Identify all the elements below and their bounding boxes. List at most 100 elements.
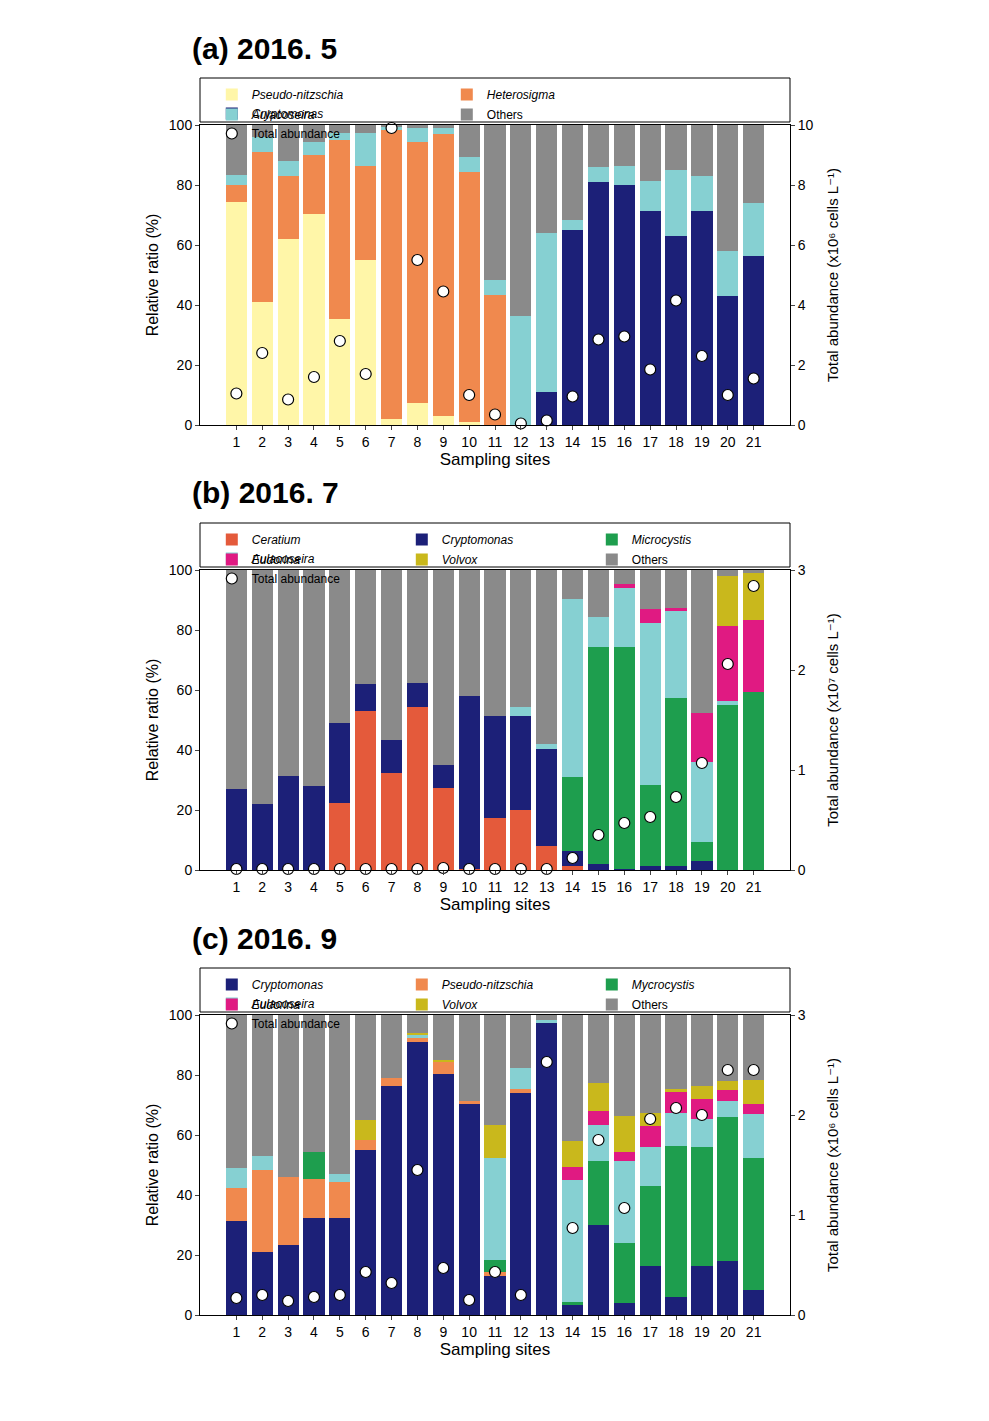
svg-text:9: 9 bbox=[439, 434, 447, 450]
svg-text:6: 6 bbox=[798, 237, 806, 253]
svg-text:16: 16 bbox=[617, 434, 633, 450]
svg-text:Eudorina: Eudorina bbox=[252, 998, 300, 1012]
svg-text:14: 14 bbox=[565, 434, 581, 450]
svg-text:6: 6 bbox=[362, 879, 370, 895]
svg-text:1: 1 bbox=[232, 1324, 240, 1340]
svg-text:14: 14 bbox=[565, 879, 581, 895]
svg-text:16: 16 bbox=[617, 879, 633, 895]
svg-text:3: 3 bbox=[798, 562, 806, 578]
svg-text:21: 21 bbox=[746, 879, 762, 895]
svg-text:2: 2 bbox=[258, 1324, 266, 1340]
svg-text:15: 15 bbox=[591, 879, 607, 895]
svg-text:6: 6 bbox=[362, 434, 370, 450]
svg-text:Total abundance (x10⁶ cells L⁻: Total abundance (x10⁶ cells L⁻¹) bbox=[824, 168, 841, 382]
svg-text:Pseudo-nitzschia: Pseudo-nitzschia bbox=[252, 88, 344, 102]
svg-text:20: 20 bbox=[177, 357, 193, 373]
svg-text:2: 2 bbox=[798, 662, 806, 678]
svg-text:Total abundance (x10⁶ cells L⁻: Total abundance (x10⁶ cells L⁻¹) bbox=[824, 1058, 841, 1272]
svg-text:80: 80 bbox=[177, 622, 193, 638]
svg-text:7: 7 bbox=[388, 879, 396, 895]
svg-text:(a) 2016. 5: (a) 2016. 5 bbox=[192, 32, 337, 65]
svg-text:0: 0 bbox=[184, 1307, 192, 1323]
svg-text:Total abundance (x10⁷ cells L⁻: Total abundance (x10⁷ cells L⁻¹) bbox=[824, 613, 841, 826]
svg-text:2: 2 bbox=[258, 879, 266, 895]
svg-text:100: 100 bbox=[169, 1007, 193, 1023]
svg-text:5: 5 bbox=[336, 1324, 344, 1340]
svg-text:Eudorina: Eudorina bbox=[252, 553, 300, 567]
svg-text:5: 5 bbox=[336, 879, 344, 895]
svg-text:12: 12 bbox=[513, 434, 529, 450]
svg-text:21: 21 bbox=[746, 1324, 762, 1340]
svg-text:80: 80 bbox=[177, 1067, 193, 1083]
svg-text:19: 19 bbox=[694, 1324, 710, 1340]
svg-text:Total abundance: Total abundance bbox=[252, 572, 340, 586]
svg-text:Sampling sites: Sampling sites bbox=[440, 895, 551, 914]
svg-text:9: 9 bbox=[439, 879, 447, 895]
svg-text:Others: Others bbox=[487, 108, 523, 122]
svg-text:1: 1 bbox=[232, 434, 240, 450]
svg-text:Ceratium: Ceratium bbox=[252, 533, 301, 547]
svg-text:7: 7 bbox=[388, 434, 396, 450]
svg-text:Aulacoseira: Aulacoseira bbox=[251, 108, 315, 122]
svg-text:2: 2 bbox=[798, 357, 806, 373]
svg-text:8: 8 bbox=[414, 434, 422, 450]
svg-text:60: 60 bbox=[177, 1127, 193, 1143]
svg-text:13: 13 bbox=[539, 1324, 555, 1340]
svg-text:20: 20 bbox=[177, 1247, 193, 1263]
svg-text:15: 15 bbox=[591, 434, 607, 450]
svg-text:3: 3 bbox=[798, 1007, 806, 1023]
svg-text:9: 9 bbox=[439, 1324, 447, 1340]
svg-text:20: 20 bbox=[177, 802, 193, 818]
svg-text:7: 7 bbox=[388, 1324, 396, 1340]
svg-text:Relative ratio (%): Relative ratio (%) bbox=[144, 1104, 161, 1227]
svg-text:13: 13 bbox=[539, 879, 555, 895]
svg-text:21: 21 bbox=[746, 434, 762, 450]
svg-text:12: 12 bbox=[513, 1324, 529, 1340]
svg-text:3: 3 bbox=[284, 1324, 292, 1340]
svg-text:40: 40 bbox=[177, 1187, 193, 1203]
svg-text:Others: Others bbox=[632, 553, 668, 567]
svg-text:5: 5 bbox=[336, 434, 344, 450]
svg-text:8: 8 bbox=[414, 879, 422, 895]
svg-text:(c) 2016. 9: (c) 2016. 9 bbox=[192, 922, 337, 955]
svg-text:Sampling sites: Sampling sites bbox=[440, 450, 551, 469]
svg-text:1: 1 bbox=[798, 1207, 806, 1223]
svg-text:Total abundance: Total abundance bbox=[252, 1017, 340, 1031]
svg-text:4: 4 bbox=[798, 297, 806, 313]
svg-text:17: 17 bbox=[642, 879, 658, 895]
svg-text:15: 15 bbox=[591, 1324, 607, 1340]
svg-text:13: 13 bbox=[539, 434, 555, 450]
svg-text:10: 10 bbox=[461, 1324, 477, 1340]
svg-text:80: 80 bbox=[177, 177, 193, 193]
svg-text:11: 11 bbox=[488, 1324, 503, 1340]
svg-text:100: 100 bbox=[169, 562, 193, 578]
svg-text:Aulacoseira: Aulacoseira bbox=[251, 552, 315, 566]
svg-text:40: 40 bbox=[177, 742, 193, 758]
svg-text:11: 11 bbox=[488, 879, 503, 895]
svg-text:16: 16 bbox=[617, 1324, 633, 1340]
svg-text:40: 40 bbox=[177, 297, 193, 313]
svg-text:60: 60 bbox=[177, 682, 193, 698]
svg-text:12: 12 bbox=[513, 879, 529, 895]
svg-text:Volvox: Volvox bbox=[442, 998, 479, 1012]
svg-text:Volvox: Volvox bbox=[442, 553, 479, 567]
svg-text:Total abundance: Total abundance bbox=[252, 127, 340, 141]
svg-text:3: 3 bbox=[284, 434, 292, 450]
svg-text:0: 0 bbox=[798, 1307, 806, 1323]
svg-text:11: 11 bbox=[488, 434, 503, 450]
svg-text:1: 1 bbox=[798, 762, 806, 778]
svg-text:8: 8 bbox=[798, 177, 806, 193]
svg-text:6: 6 bbox=[362, 1324, 370, 1340]
svg-text:Microcystis: Microcystis bbox=[632, 533, 691, 547]
svg-text:10: 10 bbox=[461, 879, 477, 895]
svg-text:20: 20 bbox=[720, 1324, 736, 1340]
svg-text:Cryptomonas: Cryptomonas bbox=[252, 978, 323, 992]
svg-text:0: 0 bbox=[184, 862, 192, 878]
svg-text:60: 60 bbox=[177, 237, 193, 253]
svg-text:3: 3 bbox=[284, 879, 292, 895]
svg-text:4: 4 bbox=[310, 434, 318, 450]
svg-text:100: 100 bbox=[169, 117, 193, 133]
svg-text:14: 14 bbox=[565, 1324, 581, 1340]
svg-text:1: 1 bbox=[232, 879, 240, 895]
svg-text:Relative ratio (%): Relative ratio (%) bbox=[144, 214, 161, 337]
